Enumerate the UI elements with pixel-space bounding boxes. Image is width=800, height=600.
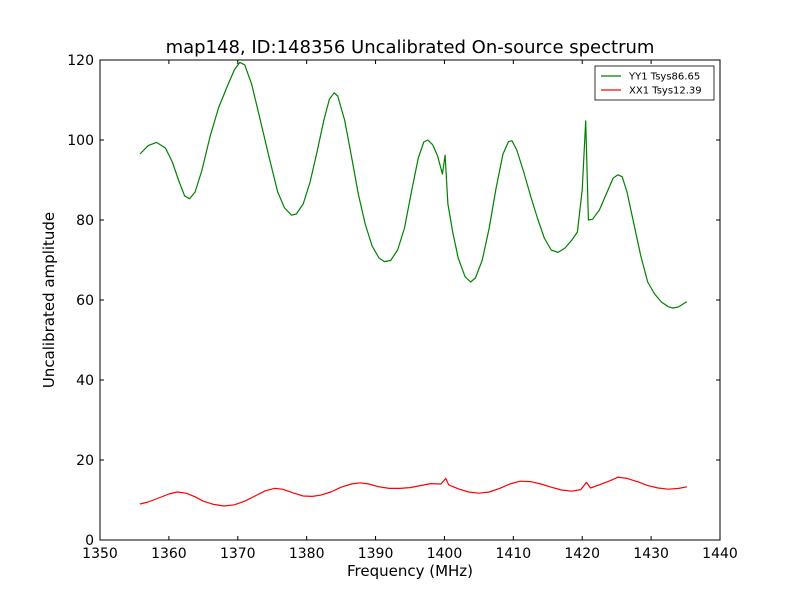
y-tick-label: 20 — [76, 453, 94, 469]
legend: YY1 Tsys86.65 XX1 Tsys12.39 — [594, 65, 715, 101]
x-axis-label: Frequency (MHz) — [347, 562, 473, 580]
y-tick-label: 0 — [85, 533, 94, 549]
series-line-1 — [139, 61, 688, 309]
y-axis-label: Uncalibrated amplitude — [40, 212, 58, 388]
x-tick-label: 1420 — [564, 546, 600, 562]
y-tick-label: 80 — [76, 213, 94, 229]
chart-title: map148, ID:148356 Uncalibrated On-source… — [166, 37, 655, 58]
x-tick-label: 1370 — [220, 546, 256, 562]
legend-label-1: YY1 Tsys86.65 — [628, 72, 700, 83]
y-tick-label: 120 — [67, 53, 94, 69]
x-tick-label: 1410 — [496, 546, 532, 562]
x-tick-label: 1400 — [427, 546, 463, 562]
legend-label-2: XX1 Tsys12.39 — [629, 86, 702, 97]
legend-box — [594, 65, 715, 101]
x-tick-label: 1390 — [358, 546, 394, 562]
y-tick-label: 40 — [76, 373, 94, 389]
y-tick-label: 100 — [67, 133, 94, 149]
x-tick-label: 1440 — [702, 546, 738, 562]
series-line-2 — [139, 476, 688, 507]
x-tick-label: 1380 — [289, 546, 325, 562]
x-tick-label: 1350 — [82, 546, 118, 562]
x-tick-label: 1360 — [151, 546, 187, 562]
x-tick-label: 1430 — [633, 546, 669, 562]
y-tick-label: 60 — [76, 293, 94, 309]
